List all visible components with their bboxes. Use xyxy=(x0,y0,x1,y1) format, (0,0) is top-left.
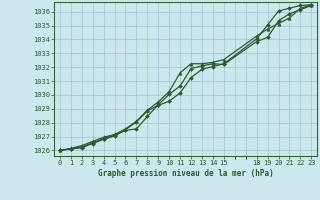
X-axis label: Graphe pression niveau de la mer (hPa): Graphe pression niveau de la mer (hPa) xyxy=(98,169,274,178)
